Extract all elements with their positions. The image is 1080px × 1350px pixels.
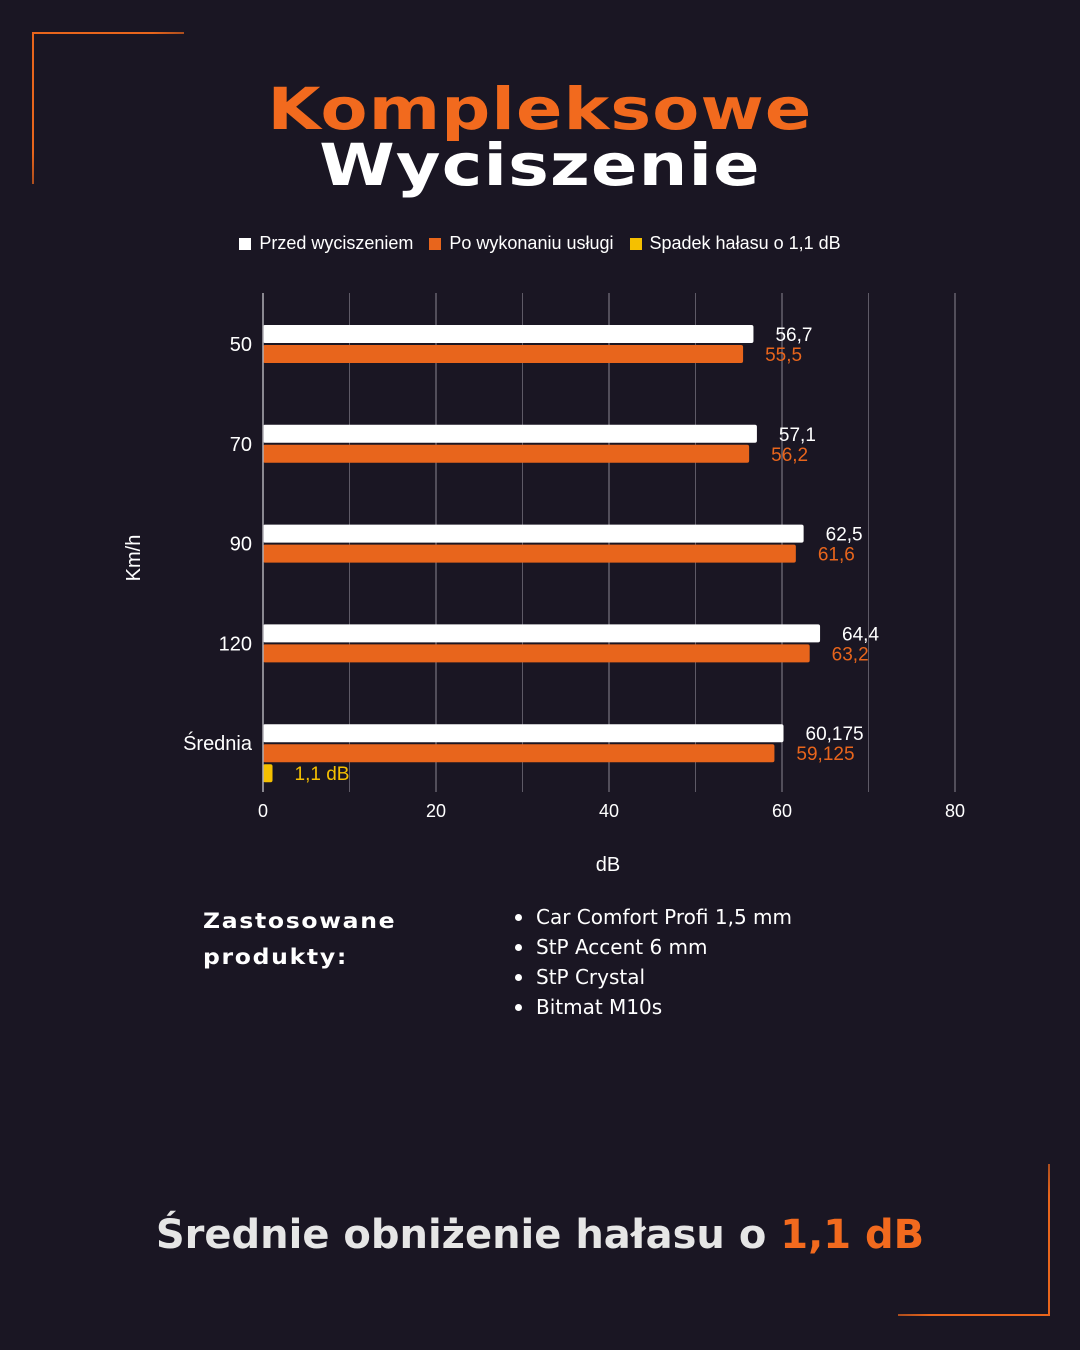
page-title-line1: Kompleksowe	[267, 75, 813, 143]
data-label: 61,6	[818, 545, 855, 566]
bar-1	[263, 544, 796, 563]
products-heading: Zastosowane produkty:	[203, 903, 396, 975]
product-item-label: Bitmat M10s	[536, 995, 663, 1019]
product-item-label: StP Accent 6 mm	[536, 935, 708, 959]
x-tick-label: 40	[599, 801, 619, 821]
legend-label-drop: Spadek hałasu o 1,1 dB	[649, 233, 841, 253]
data-label: 62,5	[826, 525, 863, 546]
product-item: StP Crystal	[515, 962, 792, 992]
legend-label-after: Po wykonaniu usługi	[449, 233, 614, 253]
bar-chart: 0 20 40 60 80 dB Km/h 50 56,755,5 70 57,156,2 90 62,…	[123, 293, 965, 876]
products-heading-line2: produkty:	[203, 945, 348, 969]
bar-1	[263, 644, 810, 663]
legend-swatch-after	[429, 237, 442, 250]
bullet-icon	[515, 1003, 522, 1011]
legend-label-before: Przed wyciszeniem	[259, 233, 414, 253]
y-category-label: 90	[230, 534, 252, 556]
bar-0	[263, 724, 784, 743]
footer-summary: Średnie obniżenie hałasu o 1,1 dB	[0, 1212, 1080, 1258]
chart-legend: Przed wyciszeniem Po wykonaniu usługi Sp…	[0, 233, 1080, 254]
bar-0	[263, 424, 757, 443]
x-axis-title: dB	[596, 854, 620, 876]
corner-decoration-bottom-right	[898, 1164, 1050, 1316]
legend-swatch-before	[239, 237, 252, 250]
products-heading-line1: Zastosowane	[203, 909, 397, 933]
bar-0	[263, 325, 754, 343]
bullet-icon	[515, 913, 522, 921]
bullet-icon	[515, 973, 522, 981]
bar-0	[263, 624, 821, 643]
y-category-label: 50	[230, 334, 252, 356]
bar-1	[263, 345, 744, 363]
legend-item-drop: Spadek hałasu o 1,1 dB	[629, 233, 841, 254]
page-title-line2: Wyciszenie	[319, 131, 761, 199]
product-item: Car Comfort Profi 1,5 mm	[515, 902, 792, 932]
corner-decoration-top-left	[32, 32, 184, 184]
data-label: 60,175	[806, 724, 864, 745]
bar-0	[263, 524, 804, 543]
data-label: 55,5	[765, 345, 802, 366]
footer-text: Średnie obniżenie hałasu o	[155, 1212, 781, 1258]
product-item-label: Car Comfort Profi 1,5 mm	[536, 905, 792, 929]
legend-swatch-drop	[629, 237, 642, 250]
legend-item-after: Po wykonaniu usługi	[429, 233, 614, 254]
bar-2	[263, 764, 273, 783]
y-category-label: 120	[219, 633, 252, 655]
product-item-label: StP Crystal	[536, 965, 646, 989]
bar-1	[263, 444, 750, 463]
x-tick-label: 0	[258, 801, 268, 821]
data-label: 56,7	[775, 325, 812, 346]
data-label: 57,1	[779, 425, 816, 446]
y-category-label: 70	[230, 434, 252, 456]
data-label: 59,125	[796, 744, 854, 765]
y-category-label: Średnia	[183, 731, 253, 755]
x-tick-label: 80	[945, 801, 965, 821]
y-axis-title: Km/h	[123, 535, 145, 582]
data-label: 1,1 dB	[295, 764, 350, 785]
bar-1	[263, 744, 775, 763]
product-item: StP Accent 6 mm	[515, 932, 792, 962]
footer-highlight: 1,1 dB	[780, 1212, 925, 1258]
x-tick-label: 20	[426, 801, 446, 821]
product-item: Bitmat M10s	[515, 992, 792, 1022]
bullet-icon	[515, 943, 522, 951]
data-label: 63,2	[832, 644, 869, 665]
legend-item-before: Przed wyciszeniem	[239, 233, 413, 254]
products-list: Car Comfort Profi 1,5 mm StP Accent 6 mm…	[515, 902, 792, 1022]
data-label: 56,2	[771, 445, 808, 466]
data-label: 64,4	[842, 624, 879, 645]
x-tick-label: 60	[772, 801, 792, 821]
